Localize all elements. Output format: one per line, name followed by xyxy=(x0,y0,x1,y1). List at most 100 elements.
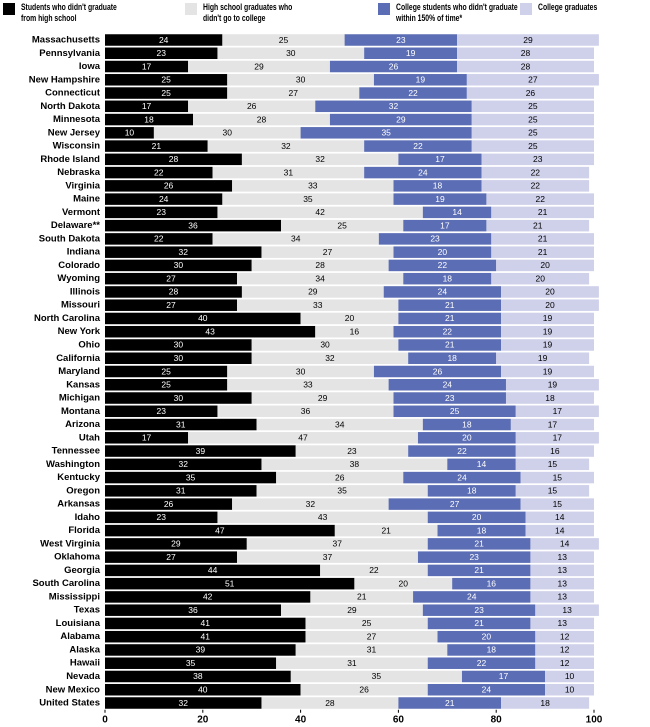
value-label: 32 xyxy=(325,353,335,363)
value-label: 26 xyxy=(164,499,174,509)
category-label: Maine xyxy=(73,194,100,205)
value-label: 19 xyxy=(543,340,553,350)
bar-segment xyxy=(232,498,389,510)
category-label: Iowa xyxy=(79,61,101,72)
bar-segment xyxy=(496,259,594,272)
bar-segment xyxy=(188,432,418,444)
bar-segment xyxy=(515,485,590,497)
value-label: 22 xyxy=(413,141,423,151)
bar-segment xyxy=(393,193,487,205)
value-label: 25 xyxy=(161,75,171,85)
value-label: 22 xyxy=(443,326,453,336)
category-label: Virginia xyxy=(65,180,100,191)
value-label: 15 xyxy=(548,486,558,496)
bar-segment xyxy=(251,339,399,351)
value-label: 20 xyxy=(545,287,555,297)
bar-segment xyxy=(427,683,546,696)
value-label: 24 xyxy=(159,194,169,204)
bar-segment xyxy=(398,339,502,351)
bar-segment xyxy=(505,379,599,391)
category-label: Texas xyxy=(74,605,100,616)
value-label: 30 xyxy=(286,48,296,58)
value-label: 36 xyxy=(188,605,198,615)
value-label: 29 xyxy=(308,287,318,297)
value-label: 21 xyxy=(445,698,455,708)
bar-segment xyxy=(545,683,594,696)
value-label: 23 xyxy=(430,234,440,244)
bar-segment xyxy=(105,180,233,192)
bar-segment xyxy=(535,657,594,669)
value-label: 34 xyxy=(315,273,325,283)
bar-segment xyxy=(515,458,590,471)
value-label: 21 xyxy=(445,300,455,310)
bar-segment xyxy=(501,299,599,311)
category-label: Colorado xyxy=(58,260,100,271)
bar-segment xyxy=(237,272,404,285)
value-label: 15 xyxy=(548,459,558,469)
bar-segment xyxy=(237,551,418,563)
bar-segment xyxy=(515,445,594,457)
value-label: 27 xyxy=(450,499,460,509)
bar-segment xyxy=(261,697,399,709)
bar-segment xyxy=(413,591,531,603)
bar-segment xyxy=(398,312,502,325)
bar-segment xyxy=(261,246,394,258)
bar-segment xyxy=(334,524,438,537)
value-label: 14 xyxy=(452,207,462,217)
bar-segment xyxy=(373,365,502,378)
value-label: 27 xyxy=(323,247,333,257)
bar-segment xyxy=(105,591,311,603)
value-label: 20 xyxy=(545,300,555,310)
bar-segment xyxy=(491,233,594,245)
value-label: 34 xyxy=(291,234,301,244)
bar-segment xyxy=(105,697,262,709)
value-label: 24 xyxy=(482,684,492,694)
bar-segment xyxy=(501,339,594,351)
bar-segment xyxy=(373,74,467,86)
value-label: 13 xyxy=(557,552,567,562)
value-label: 18 xyxy=(144,114,154,124)
x-tick-label: 100 xyxy=(586,714,603,725)
value-label: 18 xyxy=(462,419,472,429)
value-label: 23 xyxy=(347,446,357,456)
bar-segment xyxy=(105,418,257,431)
value-label: 23 xyxy=(469,552,479,562)
value-label: 17 xyxy=(435,154,445,164)
value-label: 35 xyxy=(186,472,196,482)
bar-segment xyxy=(105,630,306,643)
legend-item: High school graduates who didn't go to c… xyxy=(185,2,348,24)
value-label: 32 xyxy=(179,247,189,257)
value-label: 17 xyxy=(548,419,558,429)
value-label: 31 xyxy=(176,486,186,496)
value-label: 40 xyxy=(198,684,208,694)
bar-segment xyxy=(237,299,399,311)
value-label: 22 xyxy=(531,181,541,191)
value-label: 26 xyxy=(359,684,369,694)
bar-segment xyxy=(281,219,404,232)
bar-segment xyxy=(105,538,247,550)
bar-segment xyxy=(105,604,282,616)
value-label: 26 xyxy=(389,61,399,71)
value-label: 35 xyxy=(186,658,196,668)
value-label: 28 xyxy=(169,154,179,164)
value-label: 14 xyxy=(477,459,487,469)
value-label: 35 xyxy=(303,194,313,204)
bar-segment xyxy=(251,259,389,272)
value-label: 19 xyxy=(406,48,416,58)
bar-segment xyxy=(505,392,594,404)
value-label: 22 xyxy=(457,446,467,456)
value-label: 20 xyxy=(438,247,448,257)
value-label: 33 xyxy=(313,300,323,310)
value-label: 32 xyxy=(389,101,399,111)
value-label: 33 xyxy=(308,181,318,191)
value-label: 29 xyxy=(347,605,357,615)
bar-segment xyxy=(193,113,330,126)
legend-label: Students who didn't graduate from high s… xyxy=(21,2,117,24)
bar-segment xyxy=(393,246,492,258)
bar-segment xyxy=(471,113,594,126)
bar-segment xyxy=(188,60,330,73)
bar-segment xyxy=(217,511,428,524)
legend-swatch xyxy=(185,3,197,15)
